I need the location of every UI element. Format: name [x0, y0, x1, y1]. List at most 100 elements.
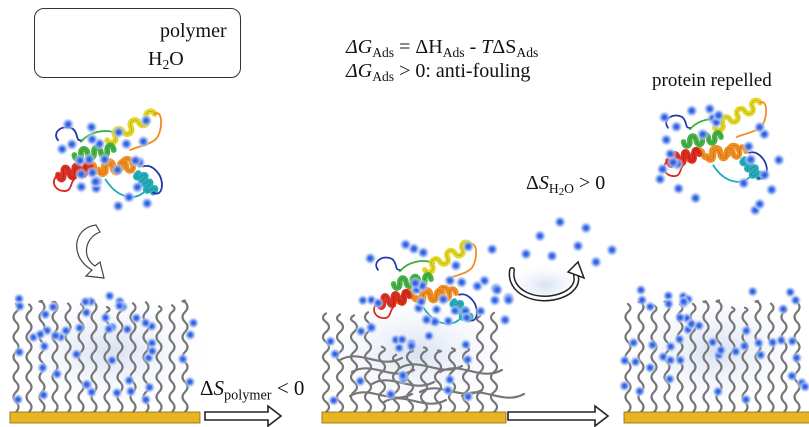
- water-molecule-icon: [740, 393, 753, 406]
- water-molecule-icon: [183, 375, 196, 388]
- protein-loop: [142, 164, 163, 195]
- water-molecule-icon: [777, 303, 790, 316]
- water-molecule-icon: [627, 336, 640, 349]
- polymer-chain: [650, 304, 658, 414]
- water-molecule-icon: [384, 388, 397, 401]
- water-molecule-icon: [49, 329, 62, 342]
- water-molecule-icon: [119, 137, 133, 151]
- polymer-chain: [767, 302, 775, 414]
- water-molecule-icon: [184, 328, 197, 341]
- water-molecule-icon: [136, 134, 150, 148]
- circular-arrow-icon: [508, 260, 586, 305]
- substrate-layers: [9, 411, 809, 424]
- equation-line-1: ΔGAds = ΔHAds - TΔSAds: [346, 36, 538, 61]
- water-molecule-icon: [789, 294, 802, 307]
- water-molecule-icon: [442, 314, 455, 327]
- water-molecule-icon: [474, 305, 487, 318]
- water-molecule-icon: [399, 238, 413, 252]
- water-molecule-icon: [785, 369, 798, 382]
- water-molecule-icon: [82, 152, 96, 166]
- water-molecule-icon: [533, 229, 547, 243]
- water-molecule-icon: [139, 114, 153, 128]
- polymer-chain: [168, 304, 176, 414]
- water-molecule-icon: [629, 355, 642, 368]
- water-molecule-icon: [415, 295, 428, 308]
- water-molecule-icon: [355, 325, 368, 338]
- water-molecule-icon: [644, 361, 657, 374]
- water-molecule-icon: [740, 324, 753, 337]
- water-molecule-icon: [327, 394, 340, 407]
- water-molecule-icon: [102, 323, 115, 336]
- polymer-chain: [350, 367, 416, 375]
- legend-polymer-text: polymer: [160, 20, 227, 42]
- ds-water-delta: Δ: [526, 172, 539, 194]
- water-molecule-icon: [124, 385, 137, 398]
- ds-water-sub: H2O: [548, 181, 574, 198]
- water-molecule-icon: [356, 294, 369, 307]
- water-molecule-icon: [61, 117, 75, 131]
- legend-water-o: O: [169, 48, 184, 70]
- water-molecule-icon: [103, 289, 116, 302]
- eq1-ds-sub: Ads: [516, 45, 539, 61]
- eq2-rest: > 0: anti-fouling: [394, 60, 531, 82]
- water-molecule-icon: [618, 354, 631, 367]
- water-molecule-icon: [758, 168, 772, 182]
- water-molecule-icon: [65, 137, 79, 151]
- water-molecule-icon: [459, 338, 472, 351]
- polymer-chain: [25, 303, 33, 414]
- water-molecule-icon: [449, 259, 463, 273]
- water-molecule-icon: [140, 196, 154, 210]
- water-molecule-icon: [657, 110, 671, 124]
- water-molecule-icon: [74, 180, 88, 194]
- ds-water-s: S: [538, 172, 549, 194]
- ds-water-rest: > 0: [573, 172, 606, 194]
- water-molecule-icon: [605, 243, 619, 257]
- eq1-dg-sub: Ads: [372, 45, 395, 61]
- water-molecule-icon: [176, 353, 189, 366]
- ds-water-sub-h: H: [548, 181, 559, 197]
- ds-polymer-sub: polymer: [224, 387, 272, 404]
- water-molecule-icon: [38, 340, 51, 353]
- water-molecule-icon: [85, 132, 99, 146]
- water-molecule-icon: [696, 127, 710, 141]
- polymer-chain: [438, 367, 504, 375]
- water-molecule-icon: [448, 304, 461, 317]
- water-molecule-icon: [443, 274, 457, 288]
- water-molecule-icon: [143, 381, 156, 394]
- water-molecule-icon: [659, 133, 673, 147]
- water-molecule-icon: [441, 384, 454, 397]
- legend-water-h: H: [148, 48, 163, 70]
- water-molecule-icon: [113, 299, 126, 312]
- water-molecule-icon: [455, 275, 469, 289]
- polymer-chain: [321, 312, 331, 414]
- water-molecule-icon: [772, 153, 786, 167]
- water-molecule-icon: [672, 182, 686, 196]
- polymer-chain: [433, 349, 443, 414]
- water-molecule-icon: [460, 311, 473, 324]
- water-molecule-icon: [693, 319, 706, 332]
- water-molecule-icon: [742, 140, 756, 154]
- ds-water-sub-o: O: [564, 181, 574, 197]
- water-molecule-icon: [738, 340, 751, 353]
- water-molecule-icon: [644, 300, 657, 313]
- water-molecule-icon: [364, 321, 378, 335]
- eq2-dg-sub: Ads: [372, 69, 395, 85]
- water-molecule-icon: [396, 369, 409, 382]
- water-molecule-icon: [55, 142, 69, 156]
- water-molecule-icon: [36, 361, 49, 374]
- polymer-chain: [348, 391, 414, 399]
- water-molecule-icon: [430, 303, 443, 316]
- substrate: [321, 411, 507, 424]
- water-molecule-icon: [669, 120, 683, 134]
- water-molecule-icon: [139, 393, 152, 406]
- water-molecule-icon: [664, 340, 677, 353]
- water-molecule-icon: [674, 354, 687, 367]
- water-molecule-icon: [47, 301, 60, 314]
- water-molecule-icon: [765, 183, 779, 197]
- substrate: [9, 411, 201, 424]
- water-molecule-icon: [744, 152, 758, 166]
- protein-repelled-text: protein repelled: [652, 70, 772, 91]
- legend-water-sub: 2: [162, 57, 170, 73]
- water-molecule-icon: [656, 162, 670, 176]
- water-molecule-icon: [128, 154, 142, 168]
